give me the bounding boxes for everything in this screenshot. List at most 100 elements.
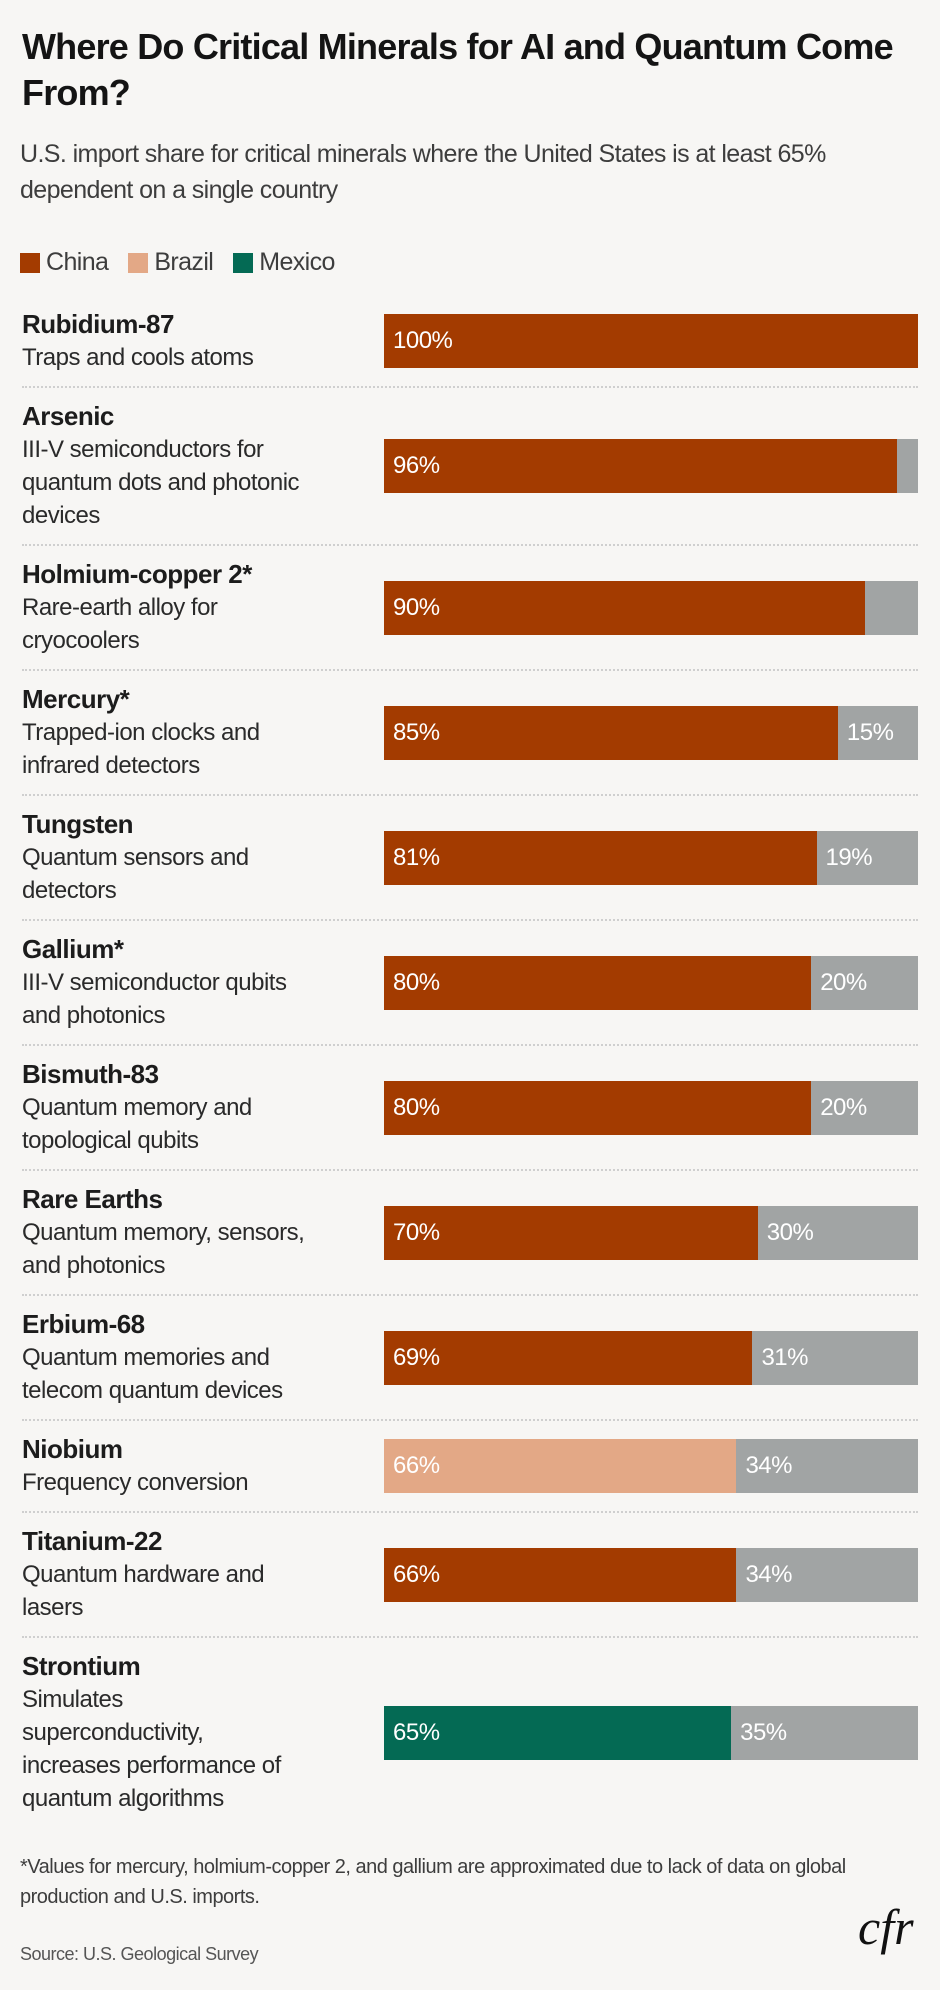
bar-row: Niobium Frequency conversion 66% 34% <box>22 1421 918 1513</box>
mineral-name: Niobium <box>22 1434 123 1464</box>
bar-row: Holmium-copper 2* Rare-earth alloy for cry… <box>22 546 918 671</box>
mineral-name: Mercury* <box>22 684 130 714</box>
description-line: infrared detectors <box>22 752 200 779</box>
bar-segment-other: 19% <box>816 830 918 885</box>
row-label: Holmium-copper 2* Rare-earth alloy for cry… <box>22 558 384 657</box>
stacked-bar: 65% 35% <box>384 1705 918 1760</box>
bar-row: Erbium-68 Quantum memories and telecom qua… <box>22 1296 918 1421</box>
description-line: detectors <box>22 877 117 904</box>
legend: China Brazil Mexico <box>20 248 335 277</box>
description-line: lasers <box>22 1594 84 1621</box>
stacked-bar: 96% <box>384 439 918 493</box>
description-line: cryocoolers <box>22 627 140 654</box>
row-label: Niobium Frequency conversion <box>22 1433 384 1499</box>
row-label: Tungsten Quantum sensors and detectors <box>22 808 384 907</box>
bar-row: Bismuth-83 Quantum memory and topological … <box>22 1046 918 1171</box>
description-line: Simulates <box>22 1686 123 1713</box>
bar-segment-mexico: 65% <box>384 1705 732 1760</box>
bar-segment-other: 15% <box>837 705 918 760</box>
description-line: Traps and cools atoms <box>22 344 254 371</box>
legend-item: China <box>20 248 109 277</box>
description-line: quantum dots and photonic <box>22 469 300 496</box>
bar-segment-china: 80% <box>384 955 812 1010</box>
bar-segment-china: 96% <box>384 439 897 493</box>
description-line: III-V semiconductor qubits <box>22 969 287 996</box>
bar-segment-other: 20% <box>811 955 918 1010</box>
description-line: quantum algorithms <box>22 1785 224 1812</box>
stacked-bar: 81% 19% <box>384 830 918 885</box>
bar-segment-other: 34% <box>736 1439 918 1493</box>
description-line: Quantum hardware and <box>22 1561 265 1588</box>
bar-row: Mercury* Trapped-ion clocks and infrared d… <box>22 671 918 796</box>
description-line: Frequency conversion <box>22 1469 249 1496</box>
bar-segment-china: 80% <box>384 1080 812 1135</box>
bar-segment-other: 31% <box>752 1330 918 1385</box>
stacked-bar: 66% 34% <box>384 1439 918 1493</box>
description-line: telecom quantum devices <box>22 1377 283 1404</box>
bar-segment-other <box>864 580 918 635</box>
mineral-description: Traps and cools atoms <box>22 341 384 374</box>
mineral-description: Frequency conversion <box>22 1466 384 1499</box>
chart-title: Where Do Critical Minerals for AI and Qu… <box>22 26 894 113</box>
mineral-description: III-V semiconductor qubits and photonics <box>22 966 384 1032</box>
description-line: Quantum memory and <box>22 1094 252 1121</box>
stacked-bar: 80% 20% <box>384 955 918 1010</box>
mineral-description: III-V semiconductors for quantum dots and… <box>22 433 384 532</box>
row-label: Mercury* Trapped-ion clocks and infrared d… <box>22 683 384 782</box>
bar-rows: Rubidium-87 Traps and cools atoms 100% Arse… <box>22 296 918 1827</box>
stacked-bar: 70% 30% <box>384 1205 918 1260</box>
description-line: devices <box>22 502 100 529</box>
bar-row: Tungsten Quantum sensors and detectors 81% 1… <box>22 796 918 921</box>
footnote: *Values for mercury, holmium-copper 2, a… <box>20 1856 846 1908</box>
row-label: Strontium Simulates superconductivity, incr… <box>22 1650 384 1815</box>
mineral-description: Trapped-ion clocks and infrared detectors <box>22 716 384 782</box>
row-label: Bismuth-83 Quantum memory and topological … <box>22 1058 384 1157</box>
stacked-bar: 85% 15% <box>384 705 918 760</box>
bar-row: Arsenic III-V semiconductors for quantum d… <box>22 388 918 546</box>
legend-swatch <box>128 252 149 273</box>
chart-subtitle: U.S. import share for critical minerals … <box>20 140 826 204</box>
stacked-bar: 100% <box>384 314 918 368</box>
bar-segment-brazil: 66% <box>384 1439 737 1493</box>
bar-segment-other <box>896 439 918 493</box>
legend-swatch <box>233 252 254 273</box>
bar-row: Strontium Simulates superconductivity, incr… <box>22 1638 918 1827</box>
mineral-description: Quantum memory, sensors, and photonics <box>22 1216 384 1282</box>
stacked-bar: 90% <box>384 580 918 635</box>
mineral-description: Quantum memories and telecom quantum devi… <box>22 1341 384 1407</box>
bar-row: Gallium* III-V semiconductor qubits and ph… <box>22 921 918 1046</box>
bar-segment-other: 30% <box>757 1205 918 1260</box>
bar-row: Titanium-22 Quantum hardware and lasers 66%… <box>22 1513 918 1638</box>
mineral-name: Erbium-68 <box>22 1309 145 1339</box>
mineral-name: Arsenic <box>22 401 114 431</box>
legend-label: Mexico <box>259 248 335 276</box>
row-label: Arsenic III-V semiconductors for quantum d… <box>22 400 384 532</box>
mineral-name: Rare Earths <box>22 1184 163 1214</box>
cfr-logo: cfr <box>858 1899 914 1955</box>
legend-label: China <box>46 248 109 276</box>
description-line: increases performance of <box>22 1752 281 1779</box>
row-label: Titanium-22 Quantum hardware and lasers <box>22 1525 384 1624</box>
row-label: Rare Earths Quantum memory, sensors, and p… <box>22 1183 384 1282</box>
description-line: Rare-earth alloy for <box>22 594 218 621</box>
mineral-name: Titanium-22 <box>22 1526 162 1556</box>
bar-segment-other: 35% <box>731 1705 918 1760</box>
row-label: Rubidium-87 Traps and cools atoms <box>22 308 384 374</box>
bar-segment-china: 69% <box>384 1330 753 1385</box>
description-line: superconductivity, <box>22 1719 204 1746</box>
bar-segment-other: 34% <box>736 1547 918 1602</box>
bar-segment-other: 20% <box>811 1080 918 1135</box>
description-line: topological qubits <box>22 1127 199 1154</box>
source-note: Source: U.S. Geological Survey <box>20 1944 259 1964</box>
stacked-bar: 66% 34% <box>384 1547 918 1602</box>
stacked-bar: 69% 31% <box>384 1330 918 1385</box>
bar-row: Rare Earths Quantum memory, sensors, and p… <box>22 1171 918 1296</box>
mineral-name: Tungsten <box>22 809 134 839</box>
mineral-name: Bismuth-83 <box>22 1059 159 1089</box>
bar-segment-china: 70% <box>384 1205 758 1260</box>
bar-segment-china: 81% <box>384 830 817 885</box>
bar-segment-china: 100% <box>384 314 918 368</box>
mineral-name: Rubidium-87 <box>22 309 174 339</box>
mineral-description: Rare-earth alloy for cryocoolers <box>22 591 384 657</box>
mineral-description: Quantum sensors and detectors <box>22 841 384 907</box>
